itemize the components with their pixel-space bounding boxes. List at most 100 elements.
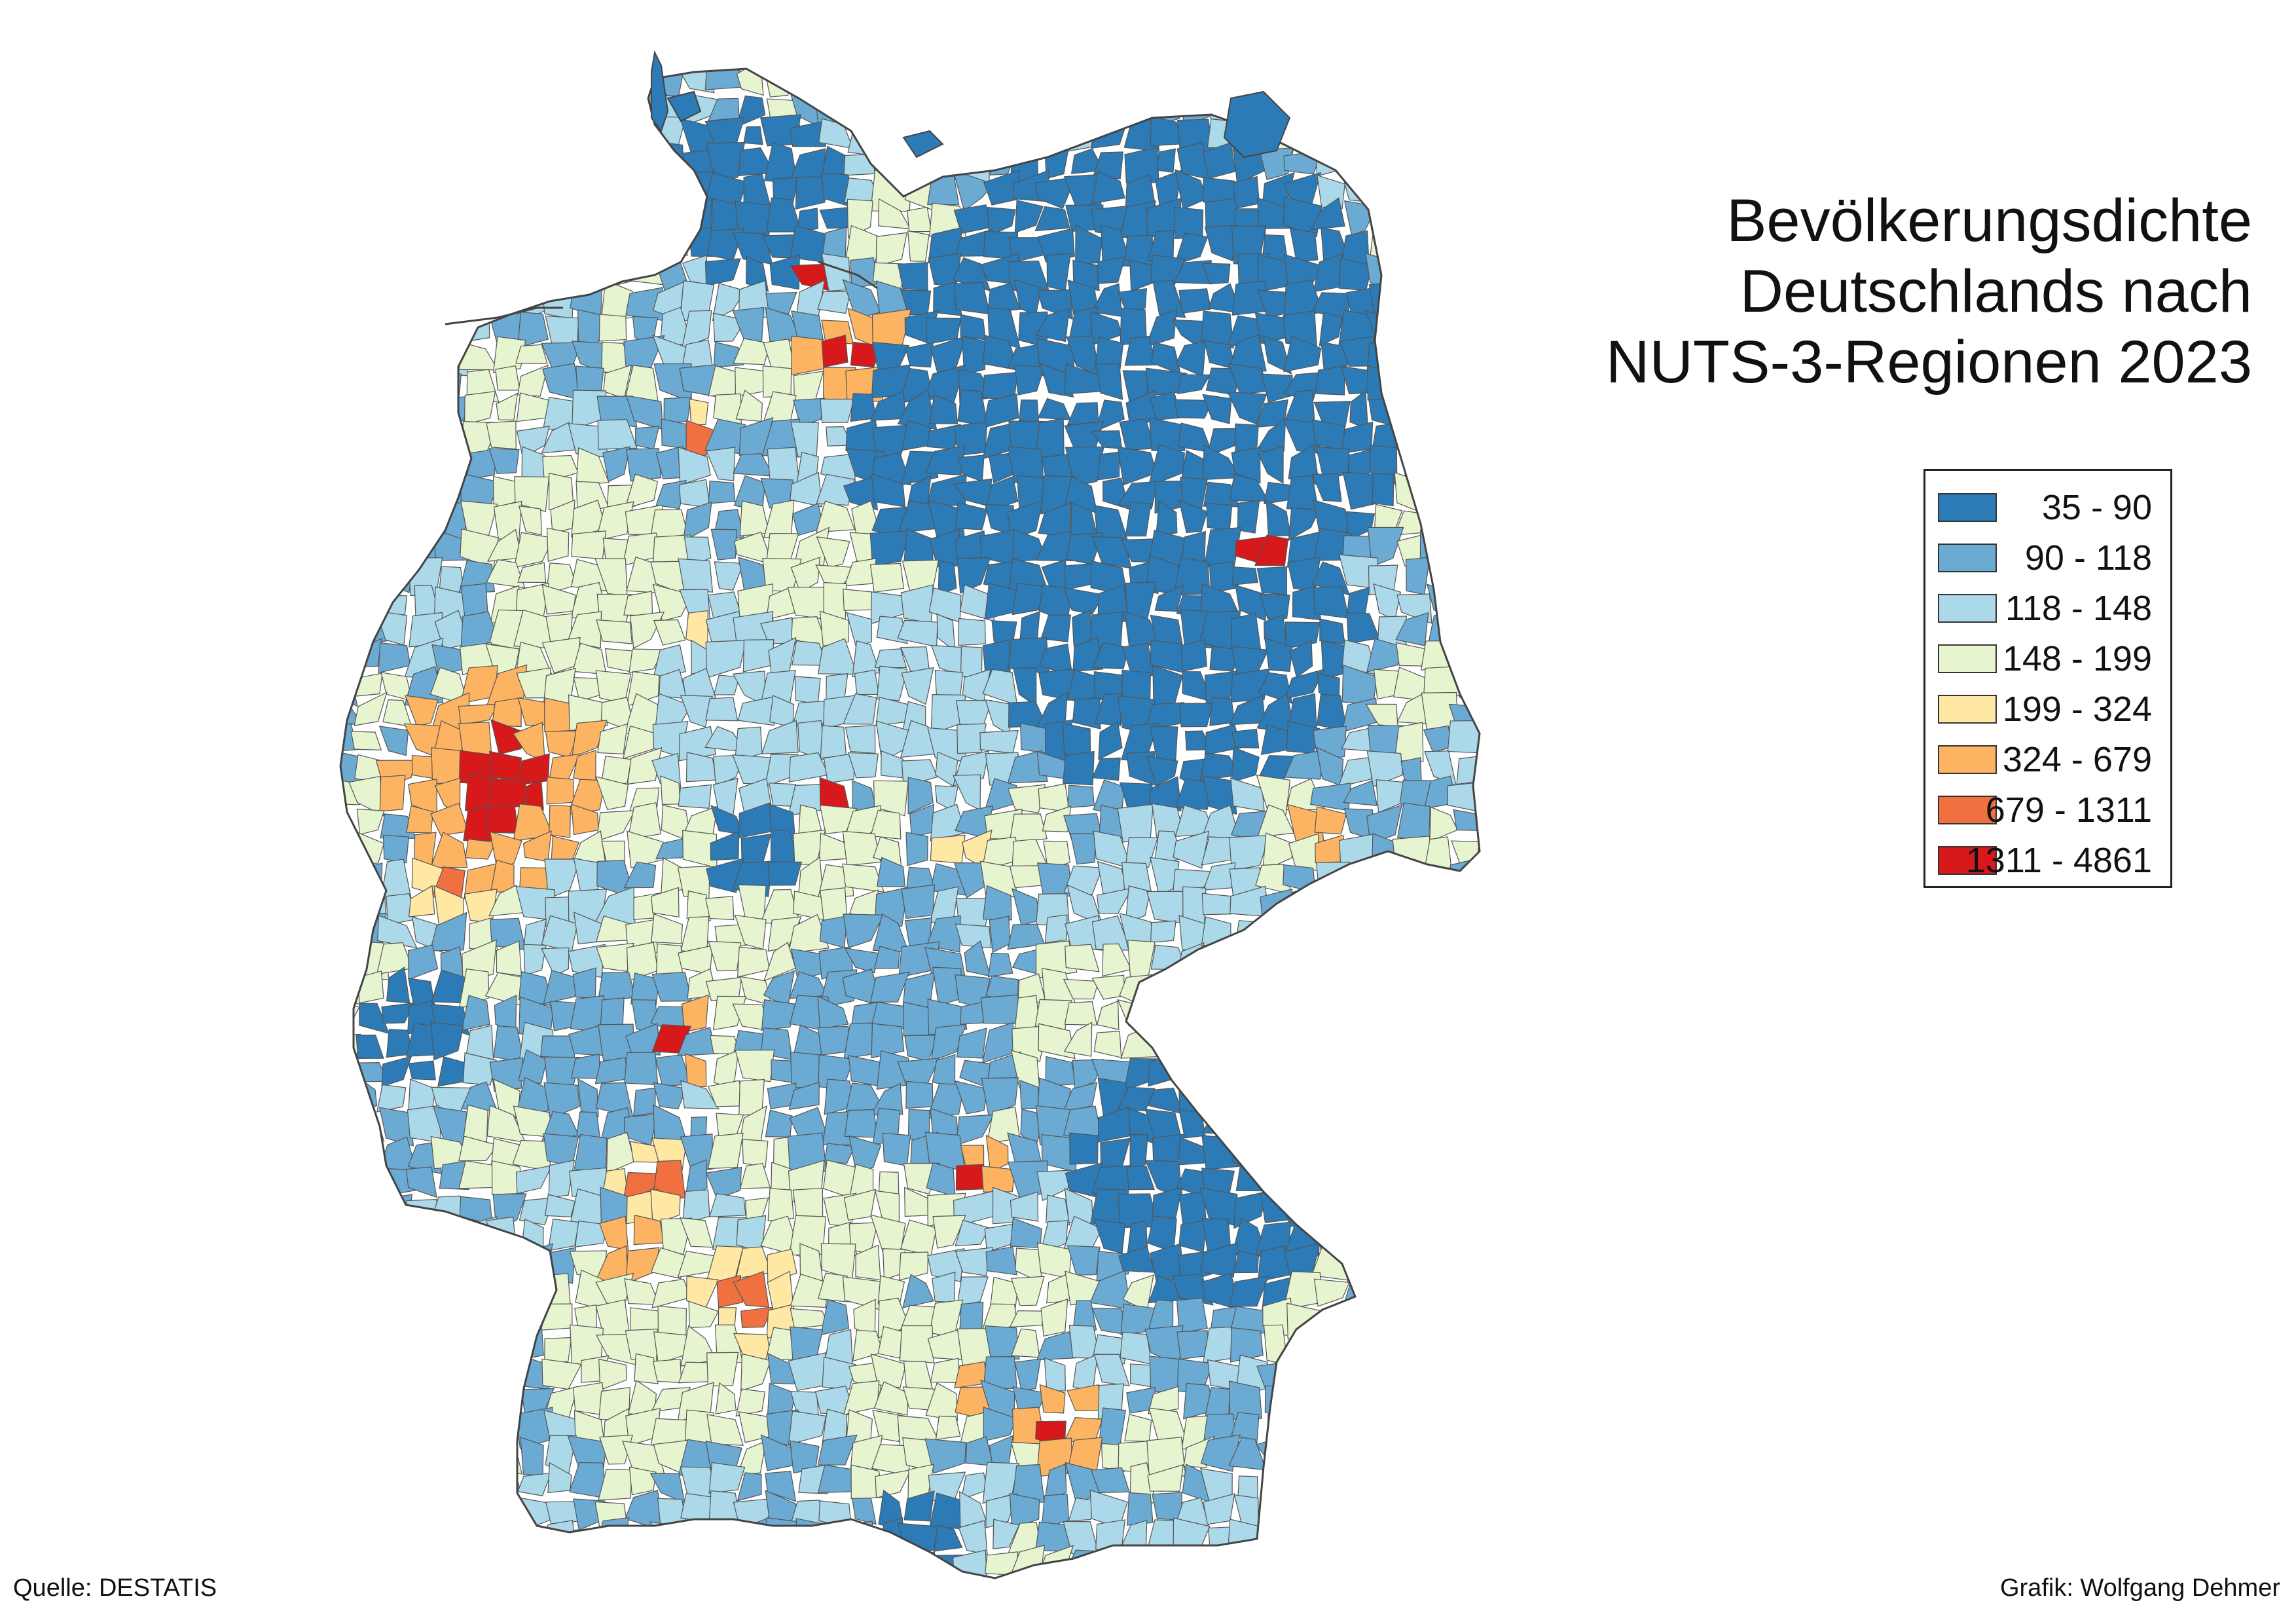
region bbox=[596, 619, 633, 644]
region bbox=[816, 473, 856, 506]
region bbox=[1097, 451, 1120, 481]
region bbox=[930, 834, 966, 864]
region bbox=[515, 1165, 553, 1194]
region bbox=[983, 1407, 1017, 1442]
region bbox=[431, 117, 473, 154]
island-fehmarn bbox=[902, 130, 944, 158]
region bbox=[624, 1052, 659, 1086]
region bbox=[1338, 924, 1377, 947]
region bbox=[1426, 967, 1453, 1005]
region bbox=[1148, 1386, 1179, 1414]
region bbox=[1366, 1464, 1408, 1505]
region bbox=[1476, 785, 1480, 814]
region bbox=[1398, 889, 1433, 927]
region bbox=[1343, 1518, 1377, 1557]
region bbox=[1039, 1384, 1066, 1414]
region bbox=[1478, 148, 1480, 177]
region bbox=[1432, 940, 1457, 976]
region bbox=[1286, 1031, 1311, 1063]
region bbox=[1286, 1497, 1321, 1532]
region bbox=[410, 174, 435, 204]
region bbox=[1420, 392, 1462, 423]
region bbox=[539, 69, 575, 99]
region bbox=[491, 697, 522, 728]
region bbox=[1319, 950, 1342, 981]
region bbox=[485, 1299, 527, 1339]
region bbox=[925, 1382, 958, 1422]
region bbox=[625, 200, 656, 239]
region bbox=[1123, 33, 1158, 63]
region bbox=[1199, 1242, 1239, 1278]
region bbox=[488, 1498, 523, 1522]
region bbox=[1093, 1354, 1131, 1387]
region bbox=[1451, 1469, 1480, 1498]
region bbox=[354, 1463, 390, 1498]
region bbox=[1256, 950, 1290, 980]
region bbox=[1313, 1109, 1353, 1143]
region bbox=[955, 1219, 990, 1247]
region bbox=[1202, 394, 1232, 424]
region bbox=[376, 1329, 413, 1361]
region bbox=[1178, 1191, 1207, 1226]
region bbox=[1419, 69, 1461, 96]
region bbox=[1264, 1171, 1296, 1194]
region bbox=[1144, 1572, 1186, 1578]
region bbox=[710, 830, 740, 861]
region bbox=[983, 1572, 1019, 1578]
region bbox=[599, 1215, 629, 1251]
region bbox=[1256, 924, 1298, 951]
region bbox=[877, 69, 908, 70]
region bbox=[1156, 148, 1176, 173]
region bbox=[686, 1556, 712, 1578]
region bbox=[1118, 1246, 1156, 1273]
region bbox=[855, 1572, 878, 1578]
region bbox=[629, 1466, 657, 1496]
region bbox=[1341, 33, 1377, 65]
region bbox=[570, 90, 599, 120]
region bbox=[1428, 1437, 1458, 1469]
region bbox=[340, 529, 359, 564]
region bbox=[406, 1445, 437, 1476]
region bbox=[410, 1522, 445, 1549]
region bbox=[1318, 69, 1343, 73]
region bbox=[379, 775, 406, 812]
region bbox=[1341, 1189, 1372, 1225]
region bbox=[340, 829, 354, 869]
region bbox=[485, 805, 519, 834]
region bbox=[517, 1472, 552, 1496]
region bbox=[983, 475, 1019, 513]
region bbox=[653, 225, 689, 258]
region bbox=[882, 1132, 911, 1167]
region bbox=[651, 913, 683, 944]
region bbox=[737, 696, 774, 726]
region bbox=[680, 1080, 720, 1110]
region bbox=[1449, 69, 1480, 99]
region bbox=[1201, 263, 1231, 285]
region bbox=[1064, 1001, 1098, 1025]
region bbox=[465, 1470, 499, 1500]
region bbox=[848, 1055, 881, 1087]
region bbox=[903, 1361, 934, 1390]
region bbox=[571, 720, 608, 758]
region bbox=[340, 586, 362, 618]
region bbox=[495, 365, 520, 391]
region bbox=[436, 1220, 469, 1255]
region bbox=[1319, 69, 1353, 89]
region bbox=[1455, 1297, 1479, 1335]
region bbox=[409, 1463, 438, 1502]
region bbox=[1344, 114, 1374, 155]
region bbox=[606, 174, 633, 211]
region bbox=[1231, 747, 1260, 783]
region bbox=[845, 724, 876, 754]
region bbox=[652, 1358, 682, 1384]
region bbox=[932, 1215, 966, 1249]
region bbox=[740, 1353, 771, 1392]
region bbox=[876, 665, 908, 701]
region bbox=[1342, 865, 1379, 894]
region bbox=[384, 69, 412, 75]
region bbox=[1178, 1219, 1207, 1253]
region bbox=[1044, 1463, 1067, 1503]
region bbox=[954, 96, 992, 128]
region bbox=[350, 1162, 386, 1201]
